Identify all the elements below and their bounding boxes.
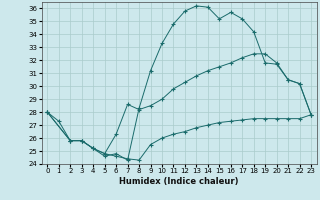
X-axis label: Humidex (Indice chaleur): Humidex (Indice chaleur) [119, 177, 239, 186]
